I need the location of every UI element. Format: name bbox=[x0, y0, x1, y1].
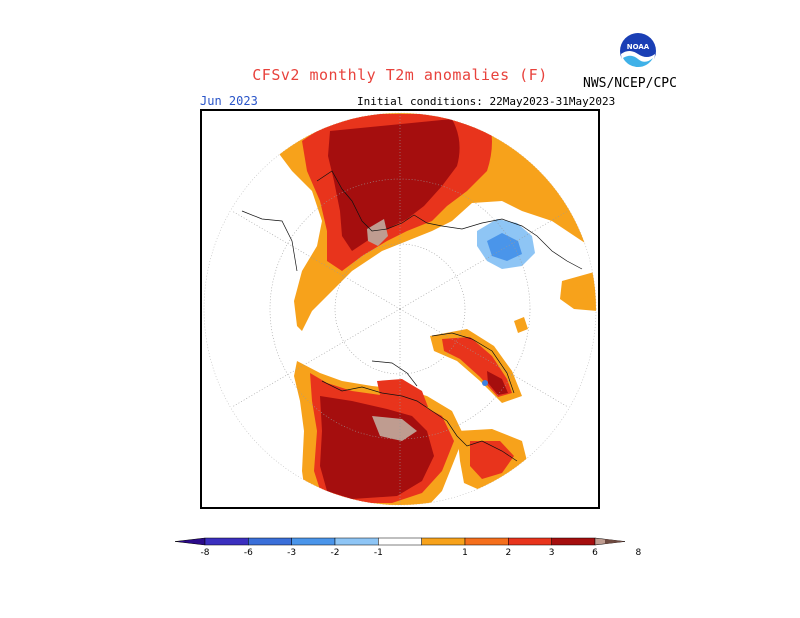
colorbar-extend-low bbox=[174, 537, 206, 546]
agency-label: NWS/NCEP/CPC bbox=[583, 76, 677, 91]
colorbar-segment bbox=[334, 537, 379, 546]
colorbar-segment bbox=[464, 537, 509, 546]
colorbar-segment bbox=[551, 537, 596, 546]
colorbar-segment bbox=[248, 537, 292, 546]
initial-conditions: Initial conditions: 22May2023-31May2023 bbox=[357, 95, 616, 108]
chart-title: CFSv2 monthly T2m anomalies (F) bbox=[252, 66, 548, 84]
colorbar-segment bbox=[291, 537, 336, 546]
colorbar-segment bbox=[508, 537, 552, 546]
anomaly-small-2 bbox=[566, 285, 588, 301]
colorbar-tick-label: -3 bbox=[287, 548, 296, 558]
colorbar-tick-label: -8 bbox=[201, 548, 210, 558]
anomaly-beringia-darkred bbox=[487, 371, 508, 395]
anomaly-canada-red bbox=[377, 379, 428, 411]
polar-map-svg bbox=[203, 112, 597, 506]
anomaly-europe-darkred bbox=[328, 119, 460, 251]
colorbar-tick-label: -2 bbox=[331, 548, 340, 558]
polar-map bbox=[200, 109, 600, 509]
colorbar-extend-high-tip bbox=[605, 539, 625, 544]
anomaly-europe-brown bbox=[367, 219, 388, 246]
colorbar: -8 -6 -3 -2 -1 1 2 3 6 8 bbox=[174, 536, 641, 562]
colorbar-segment bbox=[378, 537, 422, 546]
colorbar-tick-label: 6 bbox=[592, 548, 598, 558]
forecast-month: Jun 2023 bbox=[200, 94, 258, 108]
colorbar-tick-label: 3 bbox=[549, 548, 555, 558]
anomaly-na-darkred bbox=[320, 396, 434, 499]
colorbar-tick-label: -6 bbox=[244, 548, 253, 558]
colorbar-tick-label: 8 bbox=[635, 548, 641, 558]
noaa-logo: NOAA bbox=[619, 32, 657, 71]
colorbar-segment bbox=[421, 537, 466, 546]
graticule bbox=[231, 113, 569, 505]
colorbar-tick-label: -1 bbox=[374, 548, 383, 558]
colorbar-svg: -8 -6 -3 -2 -1 1 2 3 6 8 bbox=[174, 537, 641, 558]
colorbar-segment bbox=[204, 537, 249, 546]
anomaly-small-1 bbox=[514, 317, 528, 333]
colorbar-tick-label: 1 bbox=[462, 548, 468, 558]
colorbar-tick-label: 2 bbox=[505, 548, 511, 558]
anomaly-asia-blue-dark bbox=[487, 233, 522, 261]
logo-text: NOAA bbox=[627, 43, 650, 51]
anomaly-cold-dot bbox=[482, 380, 488, 386]
anomaly-na-brown bbox=[372, 416, 417, 441]
coastlines bbox=[241, 170, 583, 462]
anomaly-east-na-red bbox=[470, 441, 514, 479]
